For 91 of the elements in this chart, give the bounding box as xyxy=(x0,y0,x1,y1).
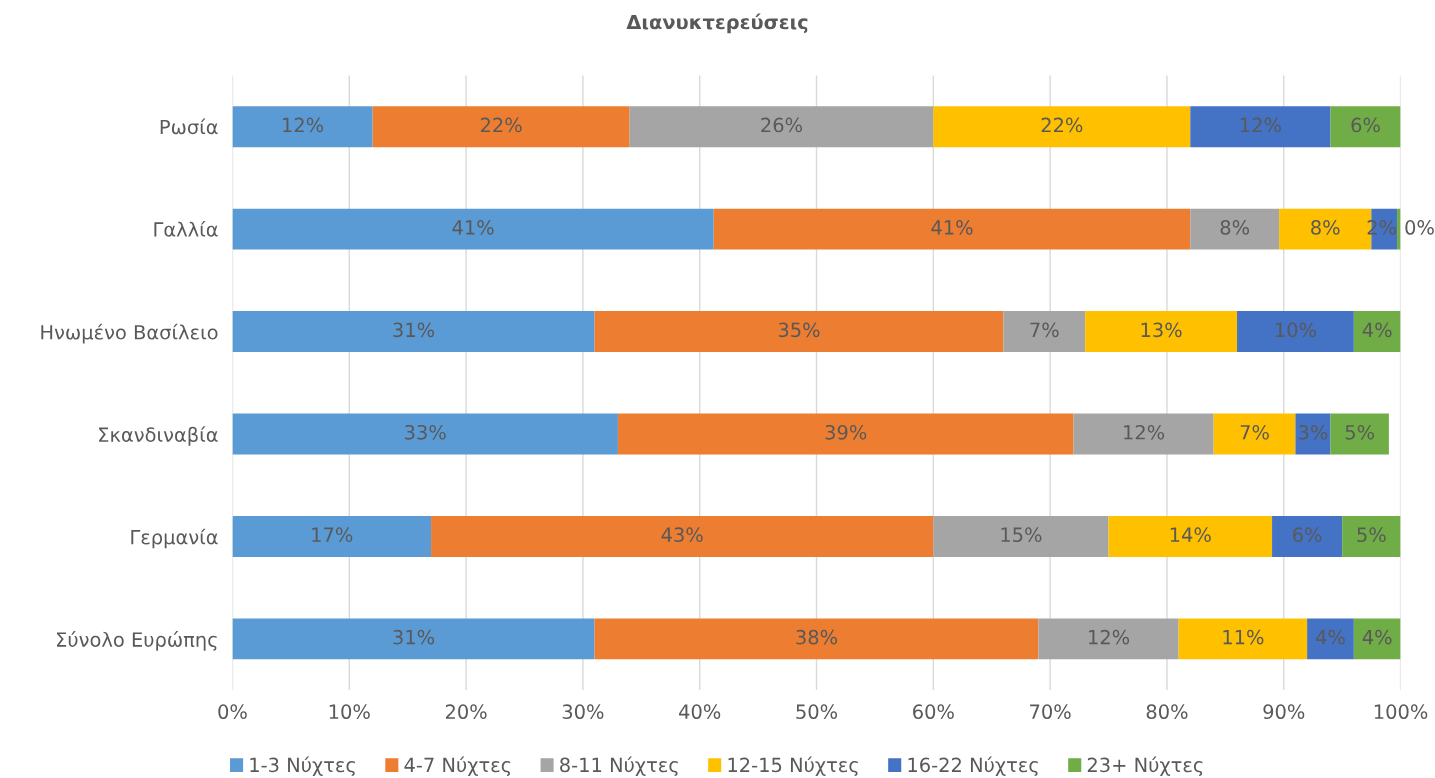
legend-label: 4-7 Νύχτες xyxy=(404,756,511,777)
data-label: 13% xyxy=(1141,322,1182,338)
bar xyxy=(1342,515,1401,557)
data-label: 12% xyxy=(1240,117,1281,133)
bar xyxy=(594,311,1004,353)
data-label: 31% xyxy=(393,629,435,645)
data-label: 41% xyxy=(931,220,973,235)
data-label: 6% xyxy=(1293,527,1322,543)
legend-label: 12-15 Νύχτες xyxy=(728,756,858,777)
bar xyxy=(1190,106,1331,148)
x-tick-label: 100% xyxy=(1374,704,1428,720)
bar xyxy=(629,106,934,148)
data-label: 4% xyxy=(1362,322,1392,338)
x-tick-label: 0% xyxy=(218,704,247,720)
data-label: 12% xyxy=(283,117,324,133)
data-label: 7% xyxy=(1240,424,1269,440)
data-label: 14% xyxy=(1170,527,1211,543)
bar xyxy=(232,515,432,557)
x-tick-label: 90% xyxy=(1263,704,1305,720)
bar xyxy=(232,618,595,660)
bar xyxy=(1038,618,1179,660)
data-label: 35% xyxy=(778,322,820,338)
data-label: 22% xyxy=(1041,117,1083,133)
bar xyxy=(1073,413,1214,455)
data-label: 3% xyxy=(1299,424,1328,440)
bar xyxy=(617,413,1074,455)
bar xyxy=(1085,311,1238,353)
bar xyxy=(232,208,714,250)
bar xyxy=(1330,413,1389,455)
bar xyxy=(431,515,934,557)
y-tick-label: Ηνωμένο Βασίλειο xyxy=(41,323,218,344)
x-tick-label: 40% xyxy=(679,704,721,720)
bar xyxy=(1213,413,1296,455)
data-label: 26% xyxy=(761,117,803,133)
data-label: 4% xyxy=(1362,629,1392,645)
data-label: 39% xyxy=(825,424,867,440)
legend-label: 8-11 Νύχτες xyxy=(560,756,678,777)
chart-title: Διανυκτερεύσεις xyxy=(626,13,808,34)
data-label: 15% xyxy=(1001,527,1042,543)
legend-label: 16-22 Νύχτες xyxy=(908,756,1038,777)
y-tick-label: Γαλλία xyxy=(154,220,218,237)
data-label: 41% xyxy=(452,220,494,235)
legend-label: 23+ Νύχτες xyxy=(1087,756,1203,777)
data-label: 12% xyxy=(1089,629,1130,645)
y-tick-label: Γερμανία xyxy=(131,528,218,549)
y-tick-label: Σύνολο Ευρώπης xyxy=(57,631,217,651)
y-tick-label: Ρωσία xyxy=(160,118,218,135)
data-label: 11% xyxy=(1223,629,1264,645)
x-tick-label: 30% xyxy=(562,704,604,720)
x-tick-label: 20% xyxy=(445,704,487,720)
data-label: 10% xyxy=(1275,322,1316,338)
bar xyxy=(713,208,1191,250)
bar xyxy=(594,618,1039,660)
data-label: 4% xyxy=(1316,629,1345,645)
bar xyxy=(1237,311,1354,353)
bar xyxy=(1108,515,1273,557)
data-label: 7% xyxy=(1030,322,1059,338)
x-tick-label: 70% xyxy=(1030,704,1071,720)
bar xyxy=(1307,618,1354,660)
x-tick-label: 80% xyxy=(1146,704,1188,720)
data-label: 22% xyxy=(480,117,522,133)
bar xyxy=(933,515,1109,557)
bar xyxy=(1353,311,1401,353)
data-label: 31% xyxy=(393,322,435,338)
bar xyxy=(1353,618,1401,660)
bar xyxy=(1272,515,1343,557)
data-label: 8% xyxy=(1220,220,1250,235)
x-tick-label: 60% xyxy=(913,704,954,720)
x-tick-label: 50% xyxy=(796,704,838,720)
bar xyxy=(232,413,618,455)
bar xyxy=(1178,618,1308,660)
bar xyxy=(232,106,373,148)
data-label: 6% xyxy=(1351,117,1380,133)
bar xyxy=(372,106,630,148)
data-label: 17% xyxy=(312,527,353,543)
data-label: 8% xyxy=(1311,220,1340,235)
data-label: 5% xyxy=(1357,527,1386,543)
data-label: 5% xyxy=(1345,424,1375,440)
y-tick-label: Σκανδιναβία xyxy=(99,426,218,446)
bar xyxy=(1190,208,1280,250)
bar xyxy=(1330,106,1401,148)
data-label: 43% xyxy=(661,527,703,543)
data-label: 12% xyxy=(1124,424,1165,440)
bar xyxy=(232,311,595,353)
x-tick-label: 10% xyxy=(329,704,370,720)
data-label: 33% xyxy=(405,424,446,440)
data-label: 38% xyxy=(796,629,838,645)
bar xyxy=(1003,311,1086,353)
bar xyxy=(933,106,1191,148)
data-label: 0% xyxy=(1405,220,1434,235)
legend-label: 1-3 Νύχτες xyxy=(250,756,355,777)
